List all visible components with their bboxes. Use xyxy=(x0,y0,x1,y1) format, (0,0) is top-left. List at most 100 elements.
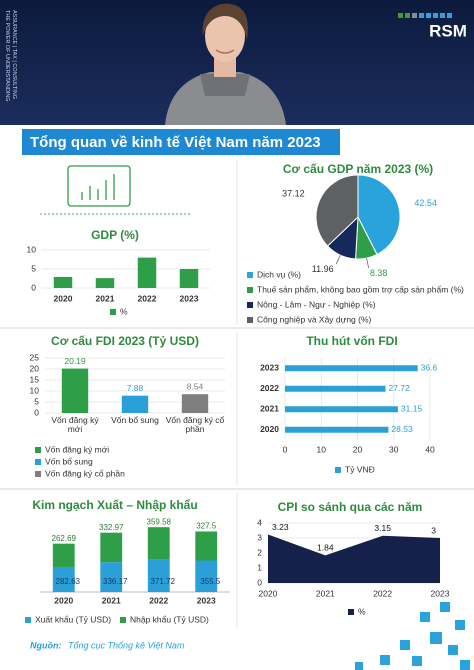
y-tick-label: 2020 xyxy=(260,424,279,434)
data-label: 336.17 xyxy=(103,577,128,586)
logo-squares xyxy=(398,13,452,18)
legend-label: % xyxy=(120,306,128,316)
data-label: 282.63 xyxy=(56,577,81,586)
decor-squares xyxy=(355,602,470,670)
legend-swatch xyxy=(120,617,126,623)
legend-swatch xyxy=(247,317,253,323)
pie-slice xyxy=(315,174,359,247)
data-label: 371.72 xyxy=(151,577,176,586)
y-tick-label: 15 xyxy=(30,374,40,384)
bar xyxy=(95,278,115,288)
x-tick-label: 10 xyxy=(317,444,327,454)
legend-label: Nhập khẩu (Tỷ USD) xyxy=(130,614,209,624)
x-tick-label: 2021 xyxy=(102,595,121,605)
x-tick-label: 2022 xyxy=(149,595,168,605)
legend-label: Nông - Lâm - Ngư - Nghiệp (%) xyxy=(257,299,376,309)
x-tick-label: 2023 xyxy=(197,595,216,605)
data-label: 359.58 xyxy=(147,517,172,526)
y-tick-label: 2 xyxy=(257,547,262,557)
bar-segment xyxy=(147,527,170,560)
legend-label: Dịch vụ (%) xyxy=(257,269,301,279)
data-label: 3 xyxy=(431,525,436,535)
x-tick-label: Vốn đăng ký cổ phần xyxy=(165,416,225,435)
y-tick-label: 0 xyxy=(31,282,36,292)
data-label: 355.5 xyxy=(200,577,221,586)
y-tick-label: 3 xyxy=(257,532,262,542)
chart-title: Kim ngạch Xuất – Nhập khẩu xyxy=(32,498,197,512)
x-tick-label: 2023 xyxy=(180,293,199,303)
data-label: 332.97 xyxy=(99,523,124,532)
x-tick-label: 2020 xyxy=(259,588,278,598)
legend-label: Công nghiệp và Xây dựng (%) xyxy=(257,314,372,324)
x-tick-label: 2021 xyxy=(316,588,335,598)
data-label: 42.54 xyxy=(414,198,437,208)
chart-title: Cơ cấu FDI 2023 (Tỷ USD) xyxy=(51,334,199,348)
leader-line xyxy=(366,258,369,268)
data-label: 28.53 xyxy=(391,424,413,434)
data-label: 31.15 xyxy=(401,404,423,414)
x-tick-label-text: Vốn đăng ký cổ phần xyxy=(165,416,225,435)
chart-title: CPI so sánh qua các năm xyxy=(278,500,423,514)
x-tick-label: 2021 xyxy=(96,293,115,303)
legend-swatch xyxy=(35,459,41,465)
y-tick-label: 2021 xyxy=(260,404,279,414)
y-tick-label: 5 xyxy=(34,396,39,406)
data-label: 7.88 xyxy=(127,383,144,393)
legend-swatch xyxy=(35,447,41,453)
data-label: 20.19 xyxy=(64,356,86,366)
area xyxy=(268,534,440,583)
bar-segment xyxy=(100,562,123,592)
bar xyxy=(179,269,199,288)
portrait xyxy=(165,3,286,125)
legend-label: % xyxy=(358,606,366,616)
data-label: 327.5 xyxy=(196,522,217,531)
data-label: 3.15 xyxy=(374,523,391,533)
legend-label: Tỷ VNĐ xyxy=(345,464,375,474)
legend-label: Thuế sản phẩm, không bao gồm trợ cấp sản… xyxy=(257,284,464,294)
bar xyxy=(121,395,149,413)
chart-icon xyxy=(40,165,190,215)
bar-segment xyxy=(52,543,75,567)
y-tick-label: 25 xyxy=(30,352,40,362)
y-tick-label: 2023 xyxy=(260,363,279,373)
legend-label: Xuất khẩu (Tỷ USD) xyxy=(35,614,111,624)
y-tick-label: 10 xyxy=(27,244,37,254)
legend-swatch xyxy=(25,617,31,623)
leader-line xyxy=(335,254,341,265)
legend-swatch xyxy=(247,272,253,278)
title-banner xyxy=(22,129,340,155)
legend-swatch xyxy=(348,609,354,615)
data-label: 11.96 xyxy=(312,264,334,274)
bar-segment xyxy=(195,560,218,592)
y-tick-label: 0 xyxy=(257,577,262,587)
legend-swatch xyxy=(247,302,253,308)
x-tick-label: 20 xyxy=(353,444,363,454)
chart-title: Thu hút vốn FDI xyxy=(306,334,397,348)
legend-swatch xyxy=(335,467,341,473)
chart-title: Cơ cấu GDP năm 2023 (%) xyxy=(283,162,433,176)
x-tick-label-text: Vốn bổ sung xyxy=(111,416,159,425)
source-label: Nguồn: xyxy=(30,640,62,650)
bar xyxy=(137,257,157,288)
y-tick-label: 0 xyxy=(34,407,39,417)
x-tick-label: 2023 xyxy=(431,588,450,598)
bar-segment xyxy=(100,532,123,563)
x-tick-label: Vốn đăng ký mới xyxy=(51,416,99,435)
tagline: ASSURANCE | TAX | CONSULTING xyxy=(11,10,17,99)
legend-swatch xyxy=(35,471,41,477)
bar xyxy=(53,276,73,288)
x-tick-label: 2020 xyxy=(54,293,73,303)
tagline: THE POWER OF UNDERSTANDING xyxy=(4,10,10,102)
pie-slice xyxy=(357,174,401,256)
y-tick-label: 10 xyxy=(30,385,40,395)
data-label: 36.6 xyxy=(421,363,438,373)
legend-label: Vốn đăng ký mới xyxy=(45,444,109,454)
logo: RSM xyxy=(429,21,467,40)
x-tick-label-text: Vốn đăng ký mới xyxy=(51,416,99,435)
x-tick-label: 40 xyxy=(425,444,435,454)
data-label: 8.54 xyxy=(187,381,204,391)
data-label: 8.38 xyxy=(370,268,388,278)
y-tick-label: 4 xyxy=(257,517,262,527)
